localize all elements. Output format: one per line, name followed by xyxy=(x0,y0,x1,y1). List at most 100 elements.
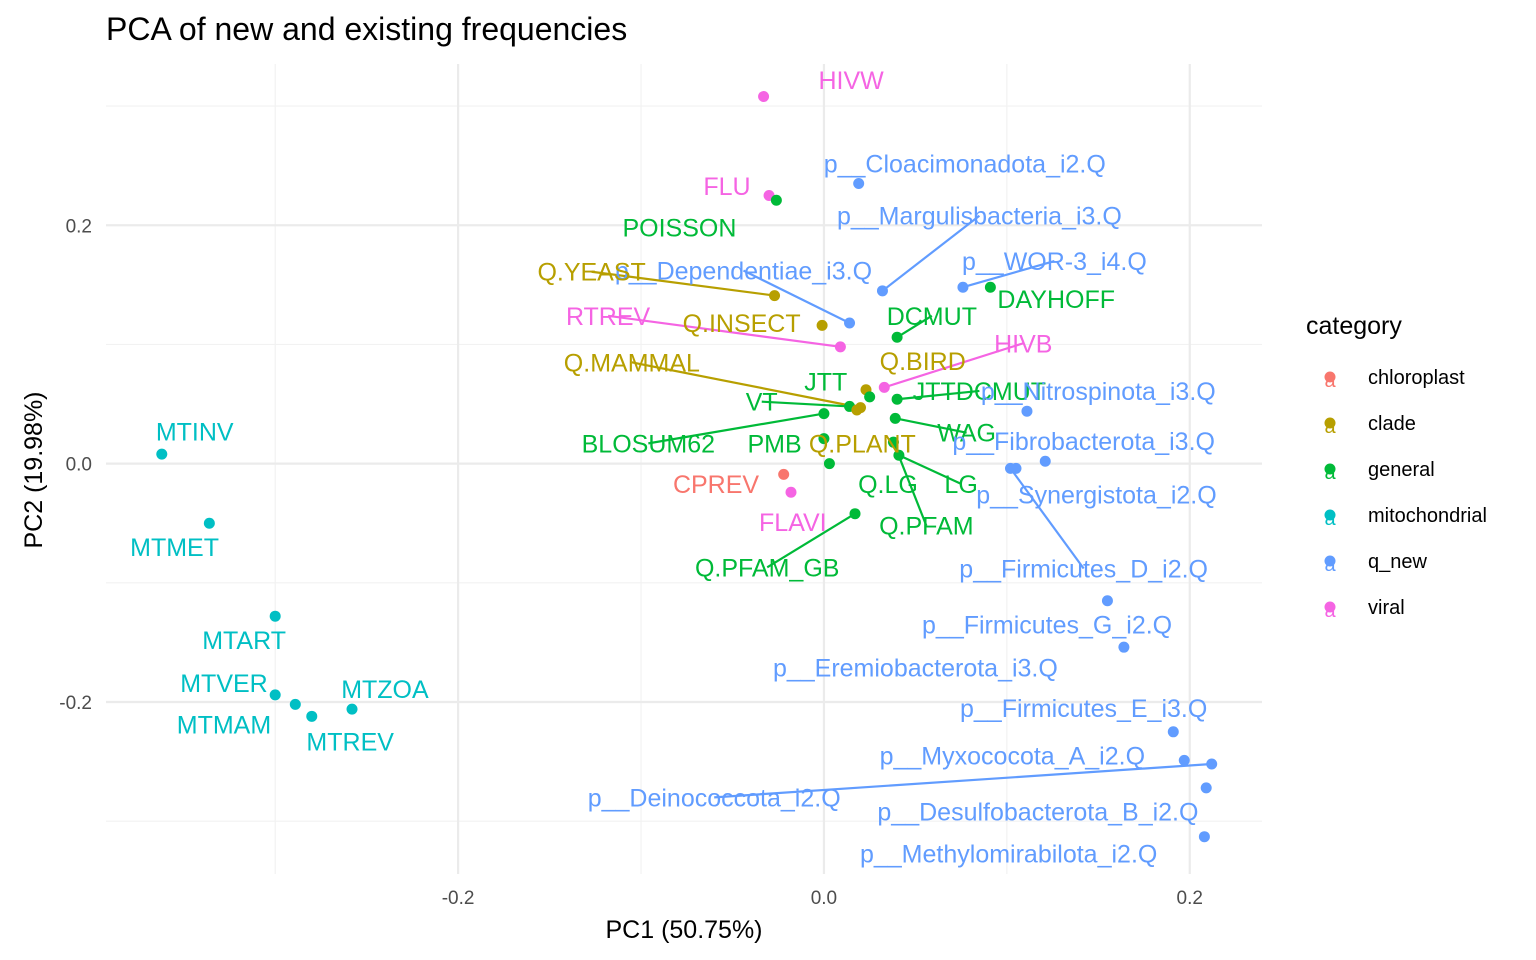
data-point xyxy=(844,317,856,329)
point-label: FLU xyxy=(703,173,750,201)
x-axis-title: PC1 (50.75%) xyxy=(605,916,762,944)
legend-item: aq_new xyxy=(1324,551,1427,576)
data-point xyxy=(984,281,996,293)
legend-key-point xyxy=(1324,417,1336,429)
point-label: p__Cloacimonadota_i2.Q xyxy=(824,150,1106,178)
legend-item: aclade xyxy=(1324,413,1415,438)
point-label: MTVER xyxy=(180,670,268,698)
point-label: Q.LG xyxy=(858,471,918,499)
label-segment xyxy=(714,762,1212,799)
legend-label: chloroplast xyxy=(1368,367,1465,389)
label-segment xyxy=(1009,467,1085,570)
data-point xyxy=(1178,754,1190,766)
x-axis-ticks: -0.2 0.0 0.2 xyxy=(442,888,1203,909)
point-label: MTINV xyxy=(156,418,234,446)
point-label: p__Firmicutes_G_i2.Q xyxy=(922,612,1172,640)
data-point xyxy=(851,404,863,416)
label-segment xyxy=(631,361,861,409)
label-segment xyxy=(742,269,851,324)
data-point xyxy=(834,341,846,353)
label-segment xyxy=(896,389,980,401)
data-point xyxy=(889,412,901,424)
data-point xyxy=(891,393,903,405)
label-segment xyxy=(883,342,1024,389)
point-label: JTT xyxy=(804,368,847,396)
point-label: p__Eremiobacterota_i3.Q xyxy=(773,654,1058,682)
data-point xyxy=(1004,462,1016,474)
x-tick-label: -0.2 xyxy=(442,888,475,909)
data-points xyxy=(156,91,1218,843)
point-label: p__Deinococcota_i2.Q xyxy=(588,784,841,812)
point-label: MTREV xyxy=(306,728,394,756)
legend-label: general xyxy=(1368,459,1435,481)
point-label: DAYHOFF xyxy=(997,286,1115,314)
data-point xyxy=(1101,595,1113,607)
point-label: HIVW xyxy=(818,67,884,95)
point-label: HIVB xyxy=(994,330,1052,358)
point-label: p__Myxococota_A_i2.Q xyxy=(880,743,1145,771)
point-label: Q.BIRD xyxy=(880,348,966,376)
x-tick-label: 0.0 xyxy=(811,888,837,909)
data-point xyxy=(785,486,797,498)
point-label: JTTDCMUT xyxy=(913,378,1046,406)
data-point xyxy=(1118,641,1130,653)
point-label: MTART xyxy=(202,627,286,655)
data-point xyxy=(878,381,890,393)
data-point xyxy=(289,698,301,710)
label-segment xyxy=(766,512,856,569)
point-label: CPREV xyxy=(673,471,759,499)
legend-items: achloroplast aclade ageneral amitochondrial… xyxy=(1324,367,1487,622)
data-point xyxy=(778,468,790,480)
legend-label: mitochondrial xyxy=(1368,505,1487,527)
label-segment xyxy=(898,454,962,485)
point-label: p__WOR-3_i4.Q xyxy=(962,248,1147,276)
point-label: MTMET xyxy=(130,534,219,562)
data-point xyxy=(816,319,828,331)
data-point xyxy=(1167,726,1179,738)
y-axis-ticks: -0.2 0.0 0.2 xyxy=(59,216,92,714)
label-segment xyxy=(591,270,775,297)
legend-label: q_new xyxy=(1368,551,1427,573)
label-segment xyxy=(881,214,981,292)
point-label: Q.INSECT xyxy=(683,310,801,338)
data-point xyxy=(893,449,905,461)
point-label: FLAVI xyxy=(759,509,827,537)
data-point xyxy=(1039,455,1051,467)
point-label: Q.PLANT xyxy=(809,430,916,458)
data-point xyxy=(818,408,830,420)
point-label: p__Fibrobacterota_i3.Q xyxy=(952,428,1215,456)
legend-item: achloroplast xyxy=(1324,367,1465,392)
legend-key-point xyxy=(1324,601,1336,613)
point-label: BLOSUM62 xyxy=(582,430,715,458)
legend-item: aviral xyxy=(1324,597,1404,622)
data-point xyxy=(346,703,358,715)
data-point xyxy=(269,610,281,622)
data-point xyxy=(823,458,835,470)
legend-key-point xyxy=(1324,371,1336,383)
point-label: p__Firmicutes_D_i2.Q xyxy=(959,556,1208,584)
point-label: Q.YEAST xyxy=(537,259,645,287)
data-point xyxy=(769,290,781,302)
data-point xyxy=(1198,831,1210,843)
data-point xyxy=(864,391,876,403)
data-point xyxy=(818,433,830,445)
point-label: p__Methylomirabilota_i2.Q xyxy=(860,840,1157,868)
data-point xyxy=(957,281,969,293)
point-label: p__Dependentiae_i3.Q xyxy=(615,258,872,286)
point-label: PMB xyxy=(747,430,801,458)
label-segment xyxy=(895,417,967,434)
point-label: Q.MAMMAL xyxy=(564,349,700,377)
y-tick-label: 0.0 xyxy=(66,455,92,476)
legend-item: amitochondrial xyxy=(1324,505,1487,530)
legend-item: ageneral xyxy=(1324,459,1434,484)
data-point xyxy=(849,508,861,520)
point-label: Q.PFAM xyxy=(879,513,973,541)
chart-title: PCA of new and existing frequencies xyxy=(106,11,627,47)
legend-label: viral xyxy=(1368,597,1405,619)
point-label: DCMUT xyxy=(887,303,977,331)
label-segment xyxy=(607,314,841,348)
point-label: MTZOA xyxy=(341,676,429,704)
data-point xyxy=(156,448,168,460)
legend: category achloroplast aclade ageneral amito… xyxy=(1306,312,1487,622)
